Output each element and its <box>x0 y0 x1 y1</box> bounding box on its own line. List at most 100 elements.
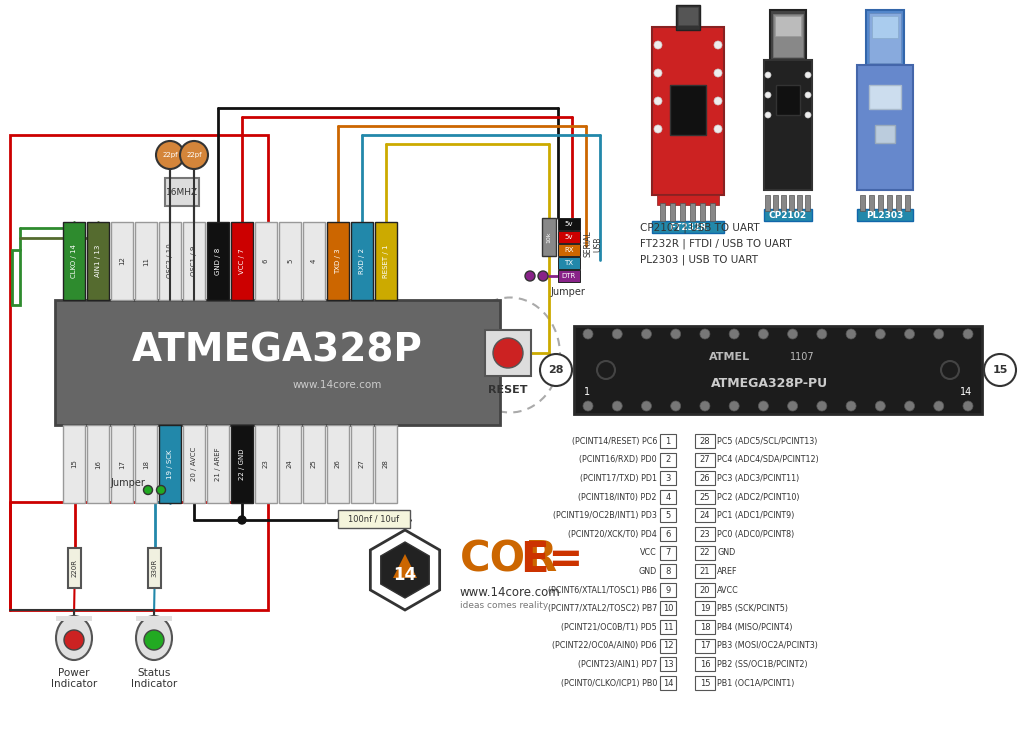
Circle shape <box>63 630 84 650</box>
Text: Jumper: Jumper <box>550 287 585 297</box>
Bar <box>255 222 278 300</box>
Circle shape <box>525 271 535 281</box>
Circle shape <box>787 329 798 339</box>
Text: 17: 17 <box>119 459 125 469</box>
Text: 330R: 330R <box>152 559 158 577</box>
Bar <box>207 425 229 503</box>
Text: AREF: AREF <box>717 567 737 576</box>
Text: OSC2 / 10: OSC2 / 10 <box>167 243 173 278</box>
Bar <box>327 222 349 300</box>
Text: 15: 15 <box>699 679 711 687</box>
Text: 24: 24 <box>699 511 711 521</box>
Text: Jumper: Jumper <box>110 478 144 488</box>
Bar <box>111 425 133 503</box>
Text: 8: 8 <box>666 567 671 576</box>
Text: 21: 21 <box>699 567 711 576</box>
Polygon shape <box>381 542 429 598</box>
Text: 21 / AREF: 21 / AREF <box>215 447 221 481</box>
Text: 27: 27 <box>359 459 365 469</box>
Bar <box>857 65 913 190</box>
Circle shape <box>729 329 739 339</box>
Text: (PCINT0/CLKO/ICP1) PB0: (PCINT0/CLKO/ICP1) PB0 <box>560 679 657 687</box>
Text: PC5 (ADC5/SCL/PCINT13): PC5 (ADC5/SCL/PCINT13) <box>717 437 817 446</box>
Bar <box>770 10 806 65</box>
Circle shape <box>157 486 166 494</box>
Bar <box>695 676 715 690</box>
Circle shape <box>641 329 651 339</box>
Bar <box>136 616 172 621</box>
Bar <box>670 85 706 135</box>
Text: Indicator: Indicator <box>51 679 97 689</box>
Bar <box>775 16 801 36</box>
Text: 5v: 5v <box>565 234 573 240</box>
Bar <box>660 453 676 467</box>
Text: www.14core.com: www.14core.com <box>460 585 561 599</box>
Text: RX: RX <box>564 247 573 253</box>
Text: Indicator: Indicator <box>131 679 177 689</box>
Bar <box>10 135 268 610</box>
Circle shape <box>597 361 615 379</box>
Circle shape <box>904 329 914 339</box>
Bar <box>56 616 92 621</box>
Circle shape <box>540 354 572 386</box>
Circle shape <box>817 329 826 339</box>
Bar <box>148 548 161 588</box>
Bar <box>869 85 901 109</box>
Circle shape <box>714 97 722 105</box>
Text: E=: E= <box>520 539 584 581</box>
Text: 20 / AVCC: 20 / AVCC <box>191 447 197 481</box>
Text: AVCC: AVCC <box>717 585 738 595</box>
Bar <box>55 300 500 425</box>
Circle shape <box>765 92 771 98</box>
Text: PC0 (ADC0/PCINT8): PC0 (ADC0/PCINT8) <box>717 530 795 539</box>
Bar <box>765 195 770 211</box>
Text: 16: 16 <box>95 459 101 469</box>
Bar <box>63 425 85 503</box>
Bar <box>351 222 373 300</box>
Bar <box>896 195 901 211</box>
Text: PB2 (SS/OC1B/PCINT2): PB2 (SS/OC1B/PCINT2) <box>717 660 808 669</box>
Bar <box>764 60 812 190</box>
Circle shape <box>759 329 768 339</box>
Bar <box>878 195 883 211</box>
Text: 5: 5 <box>287 259 293 263</box>
Bar <box>695 564 715 578</box>
Circle shape <box>671 401 681 411</box>
Circle shape <box>846 401 856 411</box>
Bar <box>183 222 205 300</box>
Circle shape <box>583 401 593 411</box>
Text: (PCINT20/XCK/T0) PD4: (PCINT20/XCK/T0) PD4 <box>568 530 657 539</box>
Bar <box>905 195 910 211</box>
Bar <box>660 545 676 560</box>
Bar <box>351 425 373 503</box>
Text: PB3 (MOSI/OC2A/PCINT3): PB3 (MOSI/OC2A/PCINT3) <box>717 642 818 650</box>
Bar <box>869 13 901 63</box>
Bar <box>255 425 278 503</box>
Text: 23: 23 <box>263 459 269 469</box>
Text: PB4 (MISO/PCINT4): PB4 (MISO/PCINT4) <box>717 623 793 632</box>
Bar <box>660 471 676 486</box>
Text: 18: 18 <box>699 623 711 632</box>
Circle shape <box>759 401 768 411</box>
Text: RXD / 2: RXD / 2 <box>359 248 365 274</box>
Text: (PCINT7/XTAL2/TOSC2) PB7: (PCINT7/XTAL2/TOSC2) PB7 <box>548 604 657 613</box>
Text: 22pf: 22pf <box>186 152 202 158</box>
Text: 18: 18 <box>143 459 150 469</box>
Circle shape <box>654 69 662 77</box>
Text: OSC1 / 9: OSC1 / 9 <box>191 246 197 276</box>
Bar <box>159 222 181 300</box>
Bar <box>695 601 715 615</box>
Text: Power: Power <box>58 668 90 678</box>
Bar <box>695 453 715 467</box>
Bar <box>660 676 676 690</box>
Polygon shape <box>393 554 417 578</box>
Text: ideas comes reality: ideas comes reality <box>460 601 548 610</box>
Bar <box>87 425 109 503</box>
Circle shape <box>876 401 886 411</box>
Text: 28: 28 <box>699 437 711 446</box>
Circle shape <box>714 69 722 77</box>
Bar <box>660 658 676 671</box>
Bar <box>159 425 181 503</box>
Text: ATMEGA328P-PU: ATMEGA328P-PU <box>712 377 828 390</box>
Text: PC3 (ADC3/PCINT11): PC3 (ADC3/PCINT11) <box>717 474 800 483</box>
